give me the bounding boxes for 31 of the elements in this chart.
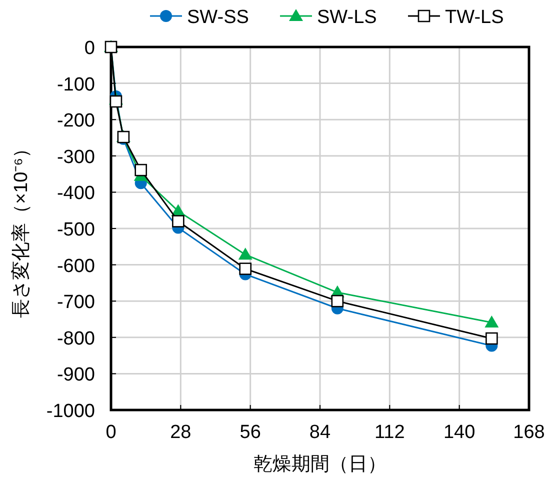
y-tick-label: -600 [56,256,95,277]
y-tick-label: -800 [56,328,95,350]
x-axis-title: 乾燥期間（日） [254,454,386,475]
y-tick-label: -100 [56,74,95,96]
point [239,262,252,275]
point [134,164,148,176]
y-tick-label: -900 [56,364,95,386]
y-tick-label: 0 [84,38,95,59]
x-tick-label: 84 [309,422,331,443]
point [486,332,498,345]
point [331,294,344,308]
point [238,248,252,260]
x-tick-label: 28 [170,422,192,443]
legend-label: TW-LS [445,7,504,28]
y-axis-title: 長さ変化率（×10⁻⁶） [10,138,32,318]
x-tick-label: 0 [106,422,116,443]
y-tick-label: -700 [56,292,95,314]
y-tick-label: -300 [56,146,95,168]
point [110,95,122,108]
y-tick-label: -200 [56,110,95,132]
x-tick-label: 168 [513,422,545,443]
legend-label: SW-SS [187,7,249,28]
x-tick-label: 140 [443,422,476,443]
y-tick-label: -400 [56,183,95,204]
x-tick-label: 56 [240,422,261,443]
point [172,215,184,228]
x-tick-label: 112 [374,422,405,443]
y-tick-label: -1000 [46,401,95,422]
y-tick-label: -500 [56,220,95,240]
legend-label: SW-LS [317,7,377,28]
point [484,316,499,328]
